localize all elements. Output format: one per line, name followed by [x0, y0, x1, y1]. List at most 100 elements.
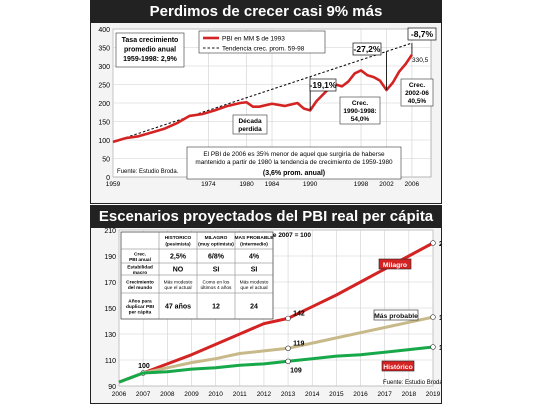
subtitle: Base 2007 = 100 — [261, 232, 311, 239]
x-tick-label: 2011 — [233, 391, 247, 398]
x-tick-label: 1974 — [201, 181, 216, 188]
x-tick-label: 2013 — [281, 391, 296, 398]
chart-title: Escenarios proyectados del PBI real per … — [91, 206, 441, 228]
legend-label-trend: Tendencia crec. prom. 59-98 — [222, 46, 305, 53]
table-row-label: PBI anual — [129, 257, 151, 263]
x-tick-label: 2016 — [353, 391, 368, 398]
note-text: El PBI de 2006 es 35% menor de aquel que… — [203, 151, 385, 158]
table-cell: 4% — [249, 254, 260, 261]
gap-label-1990: -19,1% — [310, 80, 337, 90]
y-tick-label: 210 — [104, 228, 116, 235]
note-text-bold: (3,6% prom. anual) — [263, 170, 325, 177]
gdp-line-chart: 0 50 100 150 200 250 300 350 400 1959 1974 1980 1984… — [98, 27, 437, 188]
series-name-label: Histórico — [383, 364, 412, 371]
y-tick-label: 350 — [98, 46, 110, 53]
table-cell: 47 años — [165, 304, 191, 311]
data-point — [430, 240, 436, 246]
gap-label-box — [352, 42, 382, 56]
data-point — [430, 344, 436, 350]
series-line-gdp — [112, 53, 413, 144]
data-label: 143 — [439, 315, 441, 322]
x-tick-label: 2014 — [305, 391, 320, 398]
table-cell: Más modesto — [240, 279, 269, 285]
table-row-label: Crec. — [134, 251, 146, 257]
data-label: 120 — [439, 345, 441, 352]
table-cell: SI — [251, 267, 258, 274]
table-cell: últimos 4 años — [201, 285, 233, 291]
y-tick-label: 170 — [104, 280, 116, 287]
chart-title: Perdimos de crecer casi 9% más — [91, 1, 441, 23]
series-name-label: Milagro — [383, 262, 407, 269]
table-cell: que el actual — [240, 285, 267, 291]
table-cell: Como en los — [203, 279, 231, 285]
table-cell: que el actual — [164, 285, 191, 291]
note-text: mantenido a partir de 1980 la tendencia … — [195, 159, 393, 166]
data-label: 142 — [293, 310, 305, 317]
table-cell: 12 — [212, 304, 220, 311]
x-tick-label: 2017 — [377, 391, 392, 398]
y-tick-label: 300 — [98, 64, 110, 71]
y-tick-label: 90 — [108, 384, 116, 391]
table-cell: 24 — [250, 304, 258, 311]
table-cell: Más modesto — [164, 279, 193, 285]
decada-perdida-label: Década — [238, 118, 262, 125]
series-name-box — [373, 309, 419, 321]
annotation-box — [339, 96, 381, 125]
table-header: (intermedio) — [240, 242, 268, 248]
series-name-box — [381, 360, 415, 372]
data-point — [285, 345, 291, 352]
table-cell: 2,5% — [170, 254, 187, 261]
scenarios-line-chart: 90 110 130 150 170 190 210 2006 2007 2008 2009 2010… — [104, 228, 441, 398]
source-label: Fuente: Estudio Broda. — [383, 380, 441, 386]
crec-1990-1998-label: Crec. — [352, 100, 368, 107]
data-point — [285, 315, 291, 322]
y-tick-label: 50 — [102, 157, 110, 164]
x-tick-label: 2006 — [112, 391, 127, 398]
table-row-label: duplicar PBI — [126, 304, 155, 310]
x-tick-label: 2018 — [402, 391, 417, 398]
x-tick-label: 1990 — [303, 181, 318, 188]
table-cell: 6/8% — [208, 254, 225, 261]
x-tick-label: 1998 — [354, 181, 369, 188]
data-label: 109 — [290, 367, 302, 374]
series-name-label: Más probable — [374, 313, 418, 320]
x-tick-label: 2002 — [379, 181, 394, 188]
y-tick-label: 110 — [105, 358, 116, 365]
crec-1990-1998-label: 1990-1998: — [343, 108, 376, 115]
gap-label-box — [309, 78, 337, 92]
x-tick-label: 2006 — [405, 181, 420, 188]
y-tick-label: 0 — [106, 175, 110, 182]
x-tick-label: 2008 — [160, 391, 175, 398]
table-row-label: macro — [133, 270, 147, 276]
crec-2002-2006-label: 2002-06 — [405, 90, 429, 97]
growth-rate-label: promedio anual — [124, 47, 176, 54]
value-label-2006: 330,5 — [412, 57, 429, 64]
table-row-label: Años para — [128, 299, 152, 305]
growth-rate-label: Tasa crecimiento — [122, 37, 179, 44]
x-tick-label: 2019 — [426, 391, 441, 398]
note-box — [186, 146, 402, 180]
data-point — [285, 358, 291, 365]
source-label: Fuente: Estudio Broda. — [117, 169, 179, 175]
gap-label-box — [407, 27, 437, 41]
table-row-label: del mundo — [128, 285, 152, 291]
annotation-box — [400, 78, 434, 107]
crec-2002-2006-label: Crec. — [409, 82, 425, 89]
y-tick-label: 200 — [98, 101, 110, 108]
table-header: HISTORICO — [165, 235, 192, 241]
growth-rate-box — [115, 32, 185, 68]
table-header: (muy optimista) — [198, 242, 234, 248]
chart-panel-scenarios: Escenarios proyectados del PBI real per … — [90, 205, 442, 404]
y-tick-label: 130 — [104, 332, 116, 339]
y-tick-label: 150 — [98, 120, 110, 127]
table-row-label: Crecimiento — [126, 279, 154, 285]
x-tick-label: 2009 — [184, 391, 199, 398]
x-tick-label: 1959 — [106, 181, 121, 188]
chart-panel-gdp: Perdimos de crecer casi 9% más 0 50 100 150… — [90, 0, 442, 204]
x-tick-label: 1984 — [265, 181, 280, 188]
data-label: 100 — [138, 363, 150, 370]
gap-label-2002: -27,2% — [354, 44, 381, 54]
y-tick-label: 100 — [98, 138, 110, 145]
gap-label-2006: -8,7% — [411, 29, 434, 39]
table-header: MILAGRO — [205, 235, 228, 241]
